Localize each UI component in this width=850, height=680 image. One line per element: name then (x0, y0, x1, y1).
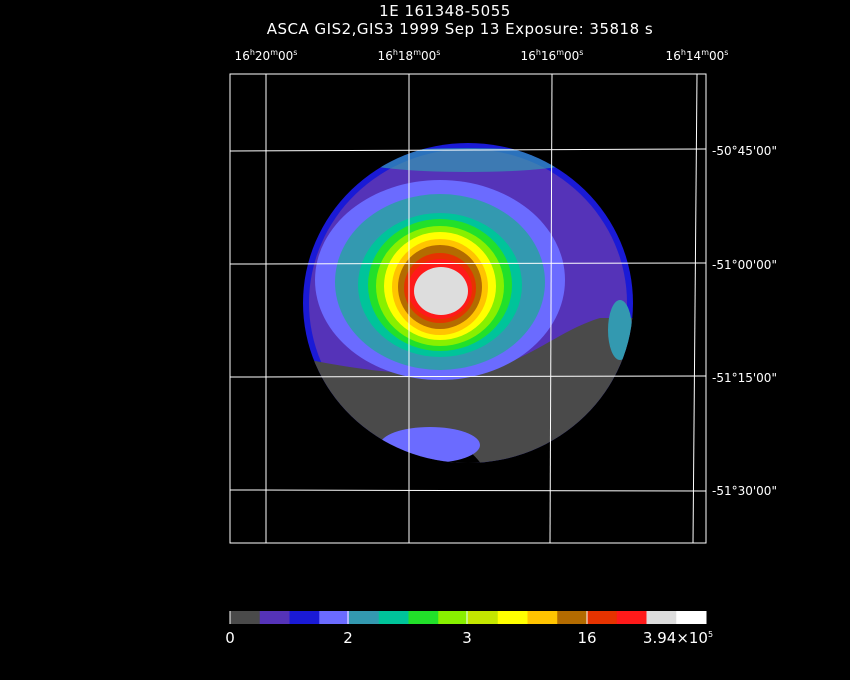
colorbar-swatch (468, 611, 499, 624)
colorbar-tick-2: 2 (343, 629, 353, 647)
colorbar-tick-0: 0 (225, 629, 235, 647)
colorbar-swatch (230, 611, 261, 624)
top-rim (358, 148, 578, 172)
colorbar-swatch (408, 611, 439, 624)
colorbar-swatch (497, 611, 528, 624)
dec-label-3: -51°15'00" (712, 371, 777, 385)
dec-gridline-1 (229, 148, 707, 152)
colorbar-swatch (646, 611, 677, 624)
dec-gridline-3 (229, 375, 707, 378)
ra-label-2: 16h18m00s (377, 48, 441, 63)
image-subtitle: ASCA GIS2,GIS3 1999 Sep 13 Exposure: 358… (266, 20, 654, 38)
colorbar (229, 611, 707, 624)
colorbar-swatch (557, 611, 588, 624)
low-exposure-region (303, 318, 633, 463)
colorbar-tick-3: 3 (462, 629, 472, 647)
dec-label-4: -51°30'00" (712, 484, 777, 498)
bottom-patch (380, 427, 480, 463)
colorbar-swatch (527, 611, 558, 624)
colorbar-swatch (319, 611, 350, 624)
colorbar-swatch (676, 611, 707, 624)
dec-label-1: -50°45'00" (712, 144, 777, 158)
dec-gridline-4 (229, 489, 707, 492)
dec-gridline-2 (229, 262, 707, 265)
source-contours (315, 180, 565, 380)
colorbar-swatch (259, 611, 290, 624)
image-frame (229, 73, 707, 544)
contour-core (414, 267, 468, 315)
colorbar-swatch (438, 611, 469, 624)
colorbar-tick-16: 16 (577, 629, 597, 647)
colorbar-tick-max: 3.94×105 (642, 629, 714, 647)
colorbar-swatch (378, 611, 409, 624)
ra-label-3: 16h16m00s (520, 48, 584, 63)
right-rim (608, 300, 632, 360)
image-title: 1E 161348-5055 (379, 2, 511, 20)
colorbar-swatch (616, 611, 647, 624)
colorbar-swatch (587, 611, 618, 624)
colorbar-swatch (349, 611, 380, 624)
dec-label-2: -51°00'00" (712, 258, 777, 272)
ra-label-4: 16h14m00s (665, 48, 729, 63)
ra-gridline-3 (549, 73, 553, 544)
coordinate-grid (229, 73, 707, 544)
colorbar-swatch (289, 611, 320, 624)
ra-label-1: 16h20m00s (234, 48, 298, 63)
ra-gridline-4 (692, 73, 698, 544)
